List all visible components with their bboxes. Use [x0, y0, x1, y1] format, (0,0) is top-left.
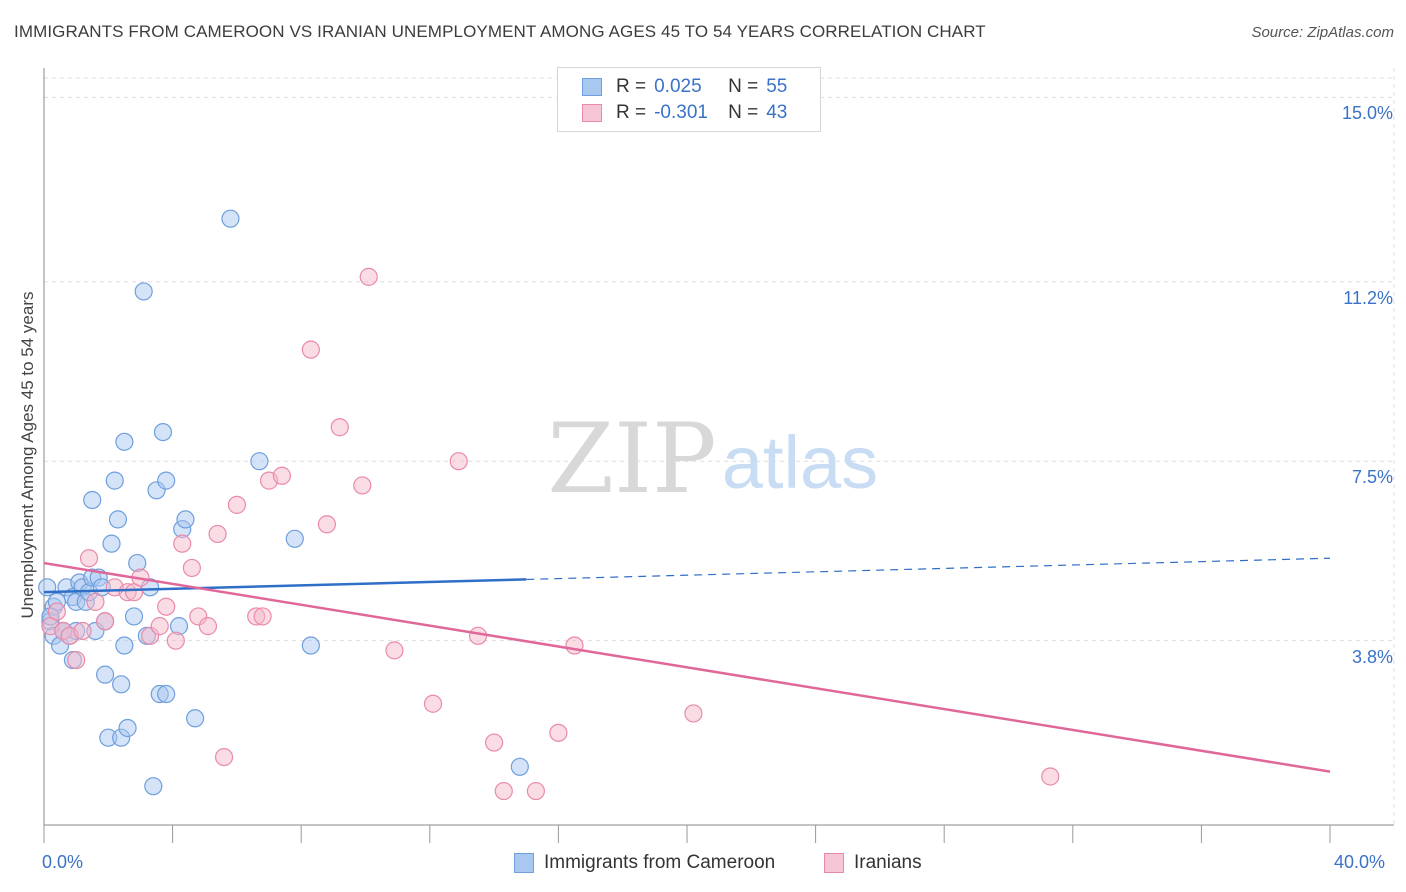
cameroon-point [186, 709, 205, 728]
iranians-point [198, 617, 218, 636]
legend-swatch-pink [582, 104, 602, 122]
iranians-point [86, 592, 105, 611]
grid-lines [44, 68, 1395, 825]
cameroon-point [115, 636, 134, 655]
cameroon-point [118, 718, 137, 738]
iranians-point [359, 267, 378, 286]
source-label: Source: ZipAtlas.com [1251, 24, 1394, 41]
iranians-point [227, 495, 246, 514]
cameroon-point [250, 452, 269, 471]
cameroon-point [285, 529, 304, 548]
legend-n-label: N = [728, 76, 759, 97]
iranians-point [301, 340, 320, 359]
cameroon-point [157, 471, 176, 490]
cameroon-point [510, 757, 529, 776]
bottom-legend-swatch-blue [514, 853, 534, 873]
legend: R = 0.025 N = 55 R = -0.301 N = 43 [557, 67, 821, 132]
chart-title: IMMIGRANTS FROM CAMEROON VS IRANIAN UNEM… [14, 22, 986, 41]
x-tick-label-left: 0.0% [42, 852, 84, 872]
legend-n-value: 55 [766, 76, 788, 97]
legend-row-iranians: R = -0.301 N = 43 [582, 101, 787, 125]
cameroon-point [221, 209, 240, 228]
iranians-point [423, 694, 443, 713]
legend-swatch-blue [582, 78, 602, 96]
iranians-point [182, 558, 201, 578]
legend-r-label: R = [616, 102, 647, 123]
iranians-point [684, 704, 703, 723]
trend-lines [43, 557, 1331, 773]
y-axis-label: Unemployment Among Ages 45 to 54 years [18, 291, 37, 619]
iranians-point [526, 781, 545, 801]
cameroon-point [108, 510, 128, 529]
iranians-point [565, 636, 584, 655]
iranians-point [330, 418, 349, 437]
legend-r-value: 0.025 [654, 76, 702, 97]
iranians-point [208, 524, 227, 544]
data-points [38, 209, 1060, 801]
bottom-legend-swatch-pink [824, 853, 844, 873]
bottom-legend-label-iranians: Iranians [854, 852, 922, 873]
iranians-point [385, 641, 404, 660]
iranians-point [150, 617, 169, 636]
y-tick-label: 15.0% [1341, 103, 1393, 124]
bottom-legend-label-cameroon: Immigrants from Cameroon [544, 852, 776, 873]
cameroon-point [112, 675, 131, 694]
iranians-point [549, 723, 568, 742]
y-tick-label: 11.2% [1343, 287, 1393, 308]
iranians-point [494, 781, 513, 801]
cameroon-point [95, 665, 115, 684]
cameroon-point [102, 534, 121, 553]
watermark: ZIP atlas [547, 403, 878, 515]
bottom-legend-iranians: Iranians [824, 852, 922, 874]
bottom-legend-cameroon: Immigrants from Cameroon [514, 852, 775, 874]
cameroon-trend-extension [526, 557, 1331, 581]
cameroon-point [124, 607, 144, 626]
iranians-point [468, 626, 488, 645]
iranians-point [95, 612, 115, 631]
axes [43, 68, 1394, 843]
legend-n-label: N = [728, 102, 759, 123]
iranians-point [173, 534, 192, 553]
cameroon-trend-line [43, 578, 527, 594]
iranians-point [1041, 767, 1060, 786]
cameroon-point [153, 422, 173, 442]
iranians-point [317, 515, 337, 534]
legend-row-cameroon: R = 0.025 N = 55 [582, 75, 787, 99]
iranians-point [79, 549, 99, 568]
iranians-point [253, 607, 272, 626]
legend-n-value: 43 [766, 102, 788, 123]
iranians-point [272, 466, 292, 485]
legend-r-value: -0.301 [654, 102, 708, 123]
iranians-point [47, 602, 66, 621]
cameroon-point [83, 490, 102, 510]
iranians-trend-line [43, 561, 1331, 773]
iranians-point [166, 631, 185, 650]
x-tick-label-right: 40.0% [1334, 852, 1386, 872]
bottom-legend: Immigrants from Cameroon Iranians [0, 852, 1406, 878]
cameroon-point [176, 510, 195, 529]
iranians-point [214, 747, 234, 767]
iranians-point [449, 452, 468, 471]
watermark-atlas: atlas [722, 421, 878, 504]
y-tick-label: 7.5% [1351, 467, 1393, 488]
y-tick-label: 3.8% [1351, 646, 1393, 667]
cameroon-point [105, 471, 124, 490]
cameroon-point [115, 432, 134, 451]
legend-r-label: R = [616, 76, 647, 97]
iranians-point [353, 476, 372, 495]
watermark-zip: ZIP [547, 403, 716, 515]
cameroon-point [134, 282, 153, 301]
cameroon-point [144, 777, 163, 796]
cameroon-point [157, 684, 176, 704]
iranians-point [157, 597, 176, 616]
iranians-point [485, 733, 504, 752]
iranians-point [73, 621, 92, 641]
cameroon-point [301, 636, 320, 655]
iranians-point [67, 650, 86, 670]
